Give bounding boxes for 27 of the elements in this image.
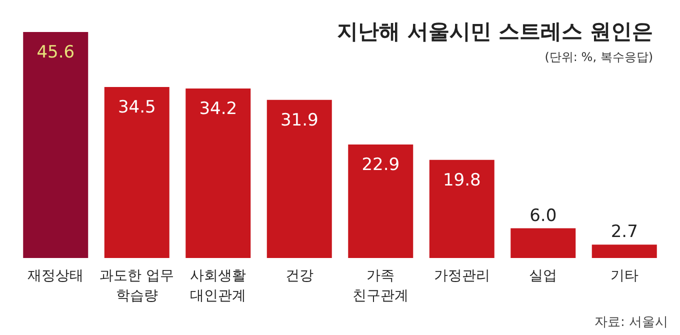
bar — [186, 88, 251, 258]
bar — [23, 32, 88, 258]
x-tick-label: 재정상태 — [28, 268, 84, 284]
bar — [104, 87, 170, 258]
data-label: 31.9 — [280, 110, 318, 130]
data-label: 45.6 — [36, 42, 75, 62]
bar — [510, 228, 576, 258]
data-label: 2.7 — [610, 222, 638, 242]
text: (단위: %, 복수응답) — [544, 50, 654, 64]
x-tick-label: 건강 — [285, 268, 314, 284]
x-tick-label: 가정관리 — [434, 268, 490, 284]
x-tick-label: 기타 — [610, 268, 638, 284]
chart-title: 지난해 서울시민 스트레스 원인은 — [337, 20, 654, 44]
x-tick-label: 과도한 업무 학습량 — [100, 268, 174, 304]
data-label: 34.5 — [118, 98, 156, 118]
text: 자료: 서울시 — [594, 315, 668, 330]
data-label: 34.2 — [199, 99, 238, 119]
data-label: 19.8 — [442, 170, 481, 190]
bar — [592, 244, 657, 258]
bar — [429, 160, 494, 258]
bar — [348, 144, 414, 258]
x-tick-label: 가족 친구관계 — [352, 268, 409, 304]
x-tick-label: 사회생활 대인관계 — [190, 268, 246, 304]
x-tick-label: 실업 — [529, 268, 558, 284]
data-label: 6.0 — [530, 206, 557, 226]
bar — [266, 100, 332, 258]
data-label: 22.9 — [362, 155, 400, 176]
